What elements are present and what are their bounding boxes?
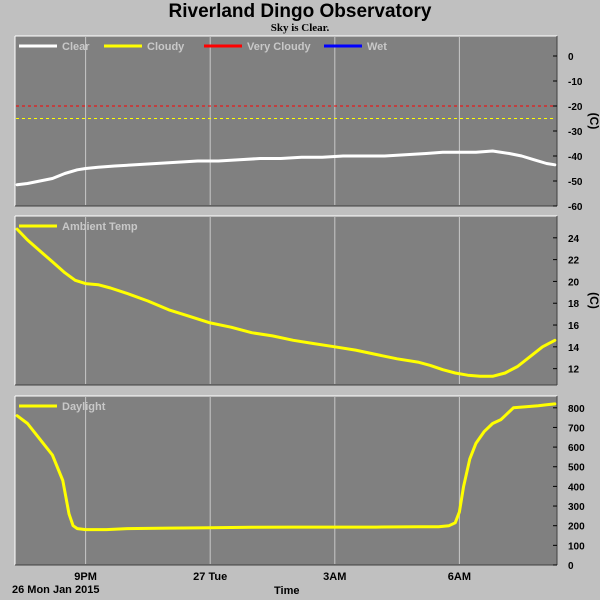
ambient-plot-area — [15, 216, 557, 385]
daylight-xtick-label-0: 9PM — [74, 571, 97, 583]
daylight-panel: 800 700 600 500 400 300 200 100 0 Daylight 9PM 27 T… — [14, 395, 585, 583]
page-title: Riverland Dingo Observatory — [168, 1, 432, 22]
sky-series-clear — [15, 149, 557, 187]
daylight-ytick-label-1: 700 — [568, 423, 585, 434]
sky-legend-label-wet: Wet — [367, 41, 387, 53]
daylight-ytick-label-6: 200 — [568, 522, 585, 533]
ambient-panel: 24 22 20 18 16 14 12 (C) Ambient Temp — [14, 215, 600, 386]
sky-status: Sky is Clear. — [270, 22, 330, 34]
daylight-plot-area — [15, 396, 557, 565]
sky-ytick-label-6: -60 — [568, 202, 583, 213]
sky-legend-label-clear: Clear — [62, 41, 90, 53]
sky-legend-label-cloudy: Cloudy — [147, 41, 185, 53]
ambient-ytick-label-6: 12 — [568, 365, 580, 376]
sky-ylabel: (C) — [587, 113, 600, 130]
daylight-ytick-label-5: 300 — [568, 502, 585, 513]
sky-plot-area — [15, 36, 557, 206]
daylight-xtick-label-2: 3AM — [323, 571, 346, 583]
ambient-ylabel: (C) — [587, 292, 600, 309]
ambient-ytick-label-1: 22 — [568, 256, 580, 267]
ambient-ytick-label-5: 14 — [568, 343, 580, 354]
daylight-legend-label-daylight: Daylight — [62, 401, 106, 413]
sky-ytick-label-5: -50 — [568, 177, 583, 188]
ambient-ytick-label-0: 24 — [568, 234, 580, 245]
sky-ytick-label-3: -30 — [568, 127, 583, 138]
time-axis-label: Time — [274, 585, 300, 597]
ambient-legend-label-ambient-temp: Ambient Temp — [62, 221, 138, 233]
ambient-ytick-label-3: 18 — [568, 299, 580, 310]
daylight-xtick-label-1: 27 Tue — [193, 571, 227, 583]
daylight-xtick-label-3: 6AM — [448, 571, 471, 583]
sky-ytick-label-4: -40 — [568, 152, 583, 163]
ambient-ytick-label-4: 16 — [568, 321, 580, 332]
sky-panel: 0 -10 -20 -30 -40 -50 -60 (C) Clear Cloudy Very Cl… — [14, 35, 600, 213]
daylight-ytick-label-0: 800 — [568, 404, 585, 415]
daylight-ytick-label-3: 500 — [568, 463, 585, 474]
ambient-ytick-label-2: 20 — [568, 277, 580, 288]
sky-ytick-label-1: -10 — [568, 77, 583, 88]
sky-ytick-label-2: -20 — [568, 102, 583, 113]
ambient-series-ambient-temp — [15, 227, 557, 378]
sky-legend-label-very-cloudy: Very Cloudy — [247, 41, 311, 53]
sky-ytick-label-0: 0 — [568, 52, 574, 63]
daylight-ytick-label-4: 400 — [568, 482, 585, 493]
daylight-ytick-label-2: 600 — [568, 443, 585, 454]
date-label: 26 Mon Jan 2015 — [12, 584, 100, 596]
daylight-series-daylight — [15, 402, 557, 532]
daylight-ytick-label-7: 100 — [568, 541, 585, 552]
daylight-ytick-label-8: 0 — [568, 561, 574, 572]
